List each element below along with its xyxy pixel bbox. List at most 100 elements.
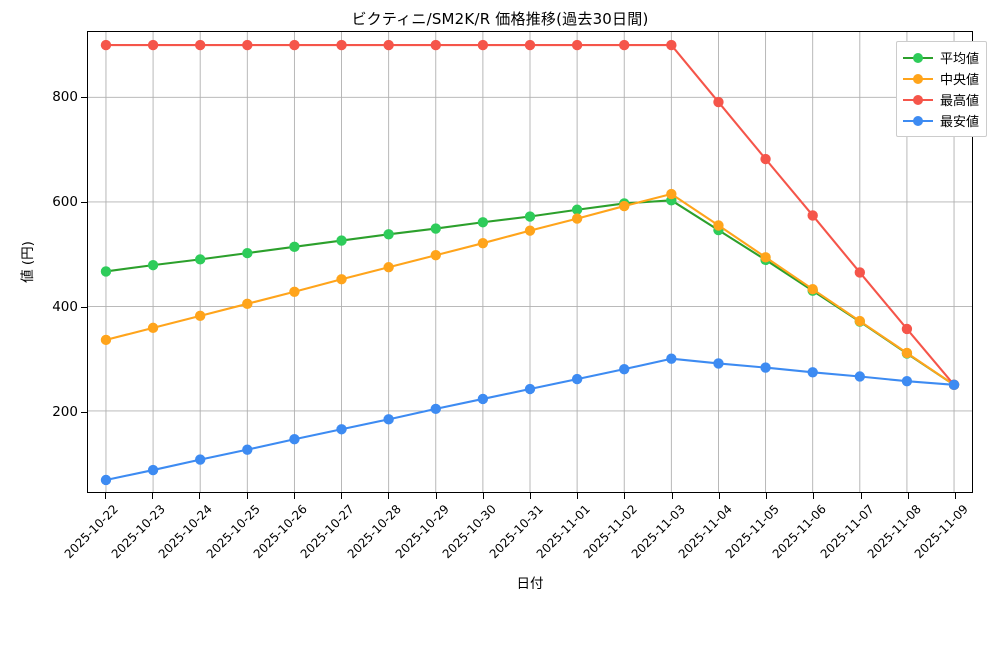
data-point[interactable] (666, 39, 677, 51)
legend-item-2[interactable]: 中央値 (902, 68, 979, 89)
data-point[interactable] (760, 362, 771, 373)
data-point[interactable] (100, 39, 112, 51)
chart-title: ビクティニ/SM2K/R 価格推移(過去30日間) (351, 10, 649, 28)
gridlines (88, 32, 972, 492)
plot-area (87, 31, 973, 493)
data-point[interactable] (430, 250, 441, 261)
data-point[interactable] (571, 213, 583, 224)
x-tick-mark (152, 493, 154, 499)
data-point[interactable] (901, 347, 913, 359)
data-point[interactable] (713, 96, 724, 108)
data-point[interactable] (619, 363, 630, 375)
data-point[interactable] (194, 454, 206, 465)
data-point[interactable] (383, 229, 394, 240)
data-point[interactable] (336, 235, 347, 246)
data-point[interactable] (194, 310, 206, 322)
x-tick-mark (435, 493, 437, 499)
data-point[interactable] (194, 254, 206, 265)
data-point[interactable] (807, 284, 818, 295)
data-point[interactable] (477, 238, 489, 249)
data-point[interactable] (807, 210, 818, 221)
data-point[interactable] (713, 220, 724, 231)
data-point[interactable] (383, 414, 394, 425)
x-tick-mark (105, 493, 106, 499)
series-3 (100, 39, 960, 391)
data-point[interactable] (194, 39, 206, 51)
data-point[interactable] (289, 434, 300, 445)
data-point[interactable] (477, 217, 489, 228)
data-point[interactable] (807, 367, 818, 378)
data-point[interactable] (289, 241, 300, 253)
x-tick-mark (199, 493, 201, 499)
data-point[interactable] (242, 298, 253, 309)
data-point[interactable] (571, 373, 583, 385)
data-point[interactable] (713, 358, 724, 369)
chart-legend[interactable]: 平均値中央値最高値最安値 (895, 41, 987, 137)
y-axis-label: 値 (円) (19, 241, 36, 283)
data-point[interactable] (147, 464, 159, 476)
data-point[interactable] (619, 39, 630, 51)
data-point[interactable] (901, 376, 913, 387)
plot-svg (88, 32, 972, 492)
data-point[interactable] (242, 247, 253, 259)
data-point[interactable] (571, 204, 583, 215)
data-point[interactable] (147, 322, 159, 334)
data-point[interactable] (100, 266, 112, 277)
x-tick-mark (718, 493, 720, 499)
y-axis-label-holder: 値 (円) (10, 31, 36, 493)
data-point[interactable] (619, 200, 630, 212)
data-point[interactable] (336, 274, 347, 285)
data-point[interactable] (524, 225, 536, 236)
legend-item-4[interactable]: 最安値 (902, 110, 979, 131)
data-point[interactable] (242, 39, 253, 51)
data-point[interactable] (430, 223, 441, 234)
legend-item-1[interactable]: 平均値 (902, 47, 979, 68)
legend-label: 最安値 (939, 115, 979, 130)
legend-marker-icon (902, 52, 933, 64)
data-point[interactable] (760, 252, 771, 263)
legend-marker-icon (902, 94, 933, 106)
legend-item-3[interactable]: 最高値 (902, 89, 979, 110)
data-point[interactable] (477, 393, 489, 405)
data-point[interactable] (666, 188, 677, 200)
data-point[interactable] (147, 39, 159, 51)
data-point[interactable] (524, 39, 536, 51)
data-point[interactable] (242, 444, 253, 455)
legend-label: 最高値 (939, 94, 979, 109)
legend-marker-icon (902, 73, 933, 85)
x-tick-mark (671, 493, 673, 499)
x-tick-mark (388, 493, 390, 499)
x-tick-mark (530, 493, 531, 499)
data-point[interactable] (524, 211, 536, 222)
data-point[interactable] (336, 39, 347, 51)
legend-label: 平均値 (939, 52, 979, 67)
data-point[interactable] (383, 262, 394, 273)
data-point[interactable] (430, 39, 441, 51)
data-point[interactable] (760, 153, 771, 165)
legend-marker-icon (902, 115, 933, 127)
data-point[interactable] (854, 371, 866, 382)
data-point[interactable] (666, 353, 677, 364)
data-point[interactable] (571, 39, 583, 51)
x-tick-mark (813, 493, 815, 499)
data-point[interactable] (948, 379, 960, 391)
data-point[interactable] (100, 334, 112, 346)
x-tick-mark (955, 493, 956, 499)
data-point[interactable] (147, 259, 159, 271)
data-point[interactable] (383, 39, 394, 51)
data-point[interactable] (100, 474, 112, 486)
x-tick-mark (341, 493, 343, 499)
data-point[interactable] (854, 315, 866, 327)
legend-label: 中央値 (939, 73, 979, 88)
data-point[interactable] (854, 267, 866, 278)
x-tick-mark (624, 493, 626, 499)
data-point[interactable] (430, 403, 441, 415)
x-axis-label: 日付 (516, 576, 544, 592)
data-point[interactable] (524, 383, 536, 395)
data-point[interactable] (477, 39, 489, 51)
chart-figure: ビクティニ/SM2K/R 価格推移(過去30日間) 値 (円) 日付 200 40… (10, 10, 987, 592)
data-point[interactable] (289, 39, 300, 51)
data-point[interactable] (901, 323, 913, 335)
data-point[interactable] (336, 424, 347, 435)
data-point[interactable] (289, 286, 300, 297)
